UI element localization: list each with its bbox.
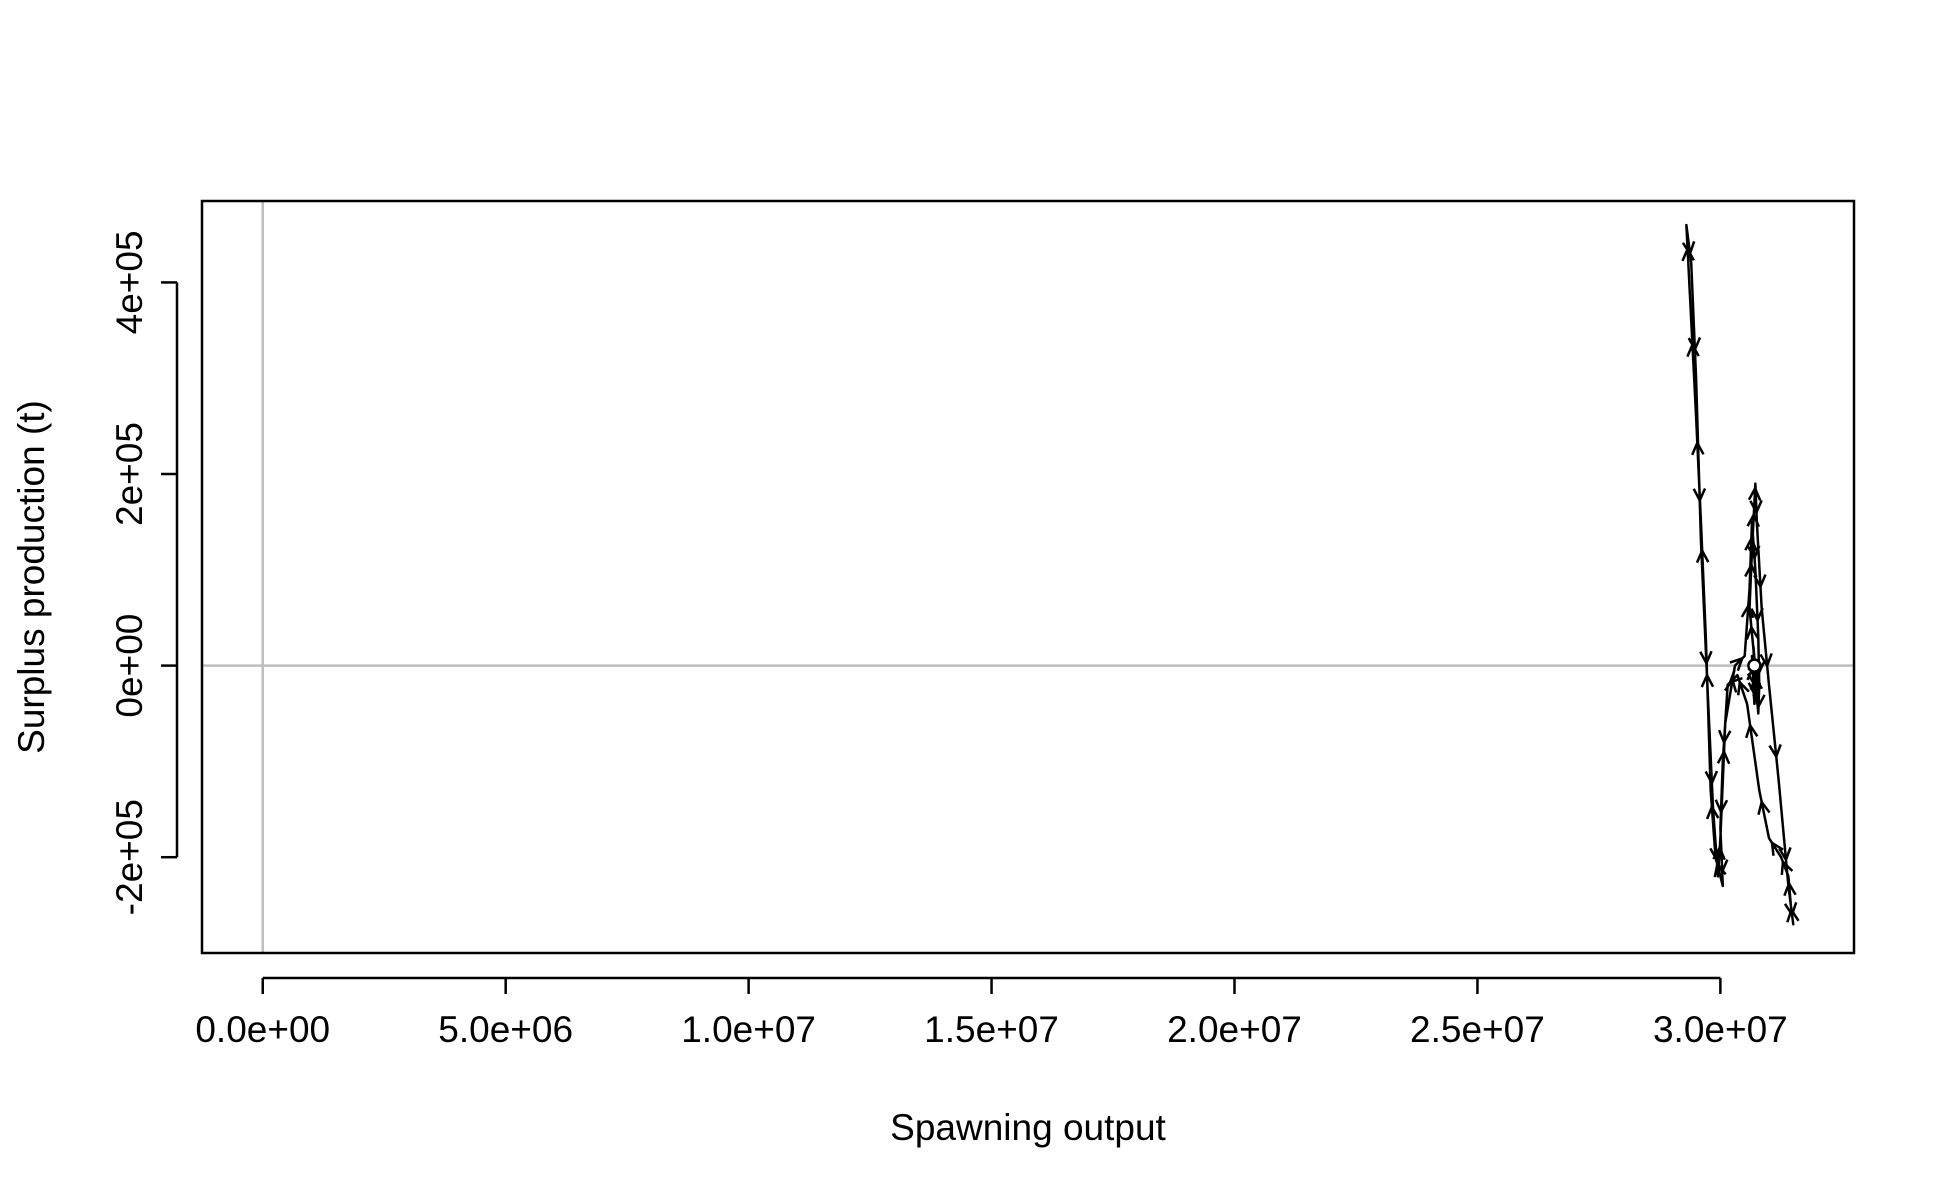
trajectory-arrowhead [1716,748,1731,765]
trajectory-arrowhead [1757,799,1771,816]
trajectory-arrowhead [1746,511,1760,528]
trajectory-arrowhead [1759,652,1773,669]
trajectory-arrowhead [1744,535,1758,552]
trajectory-arrowhead [1704,770,1719,786]
y-tick-label: 0e+00 [109,614,150,718]
trajectory-arrowhead [1717,729,1732,746]
trajectory-arrowhead [1713,861,1727,878]
trajectory-arrowhead [1745,624,1760,640]
trajectory-arrowhead [1752,693,1766,710]
reference-lines [202,201,1854,953]
trajectory-arrowhead [1783,901,1798,918]
trajectory-arrowhead [1744,562,1758,578]
trajectory-arrowhead [1740,602,1755,619]
trajectory-arrowhead [1736,679,1750,696]
trajectory-arrowhead [1786,907,1800,923]
trajectory-arrowhead [1778,846,1792,863]
x-axis: 0.0e+00 5.0e+06 1.0e+07 1.5e+07 2.0e+07 2.5e+… [195,976,1788,1050]
trajectory-arrowhead [1692,487,1707,504]
series-trajectory [1681,223,1800,926]
start-point-marker [1747,658,1762,673]
series-layer [1681,223,1800,926]
x-tick-label: 3.0e+07 [1653,1009,1788,1050]
trajectory-arrowhead [1723,677,1738,693]
trajectory-arrowhead [1729,656,1745,672]
x-tick-label: 2.5e+07 [1410,1009,1545,1050]
trajectory-arrowhead [1746,672,1761,688]
y-axis-title: Surplus production (t) [11,400,52,754]
trajectory-arrowhead [1753,574,1767,590]
y-tick-label: 2e+05 [109,422,150,526]
trajectory-arrowhead [1709,847,1723,863]
y-axis: -2e+05 0e+00 2e+05 4e+05 [109,230,179,915]
trajectory-arrowhead [1750,607,1764,623]
trajectory-arrowhead [1714,799,1729,815]
x-tick-label: 5.0e+06 [438,1009,573,1050]
x-tick-label: 0.0e+00 [195,1009,330,1050]
y-tick-label: 4e+05 [109,230,150,334]
trajectory-arrowhead [1687,337,1702,353]
trajectory-arrowhead [1746,545,1761,561]
x-tick-label: 1.5e+07 [924,1009,1059,1050]
plot-frame [200,199,1856,955]
trajectory-arrowhead [1749,674,1764,691]
trajectory-arrowhead [1747,485,1762,501]
trajectory-arrowhead [1712,844,1726,861]
trajectory-arrowhead [1691,440,1705,456]
trajectory-arrowhead [1780,859,1794,876]
trajectory-arrowhead [1705,804,1720,820]
trajectory-arrowhead [1770,840,1784,856]
trajectory-arrowhead [1700,672,1715,688]
trajectory-arrowhead [1744,722,1759,739]
y-tick-label: -2e+05 [109,799,150,915]
trajectory-arrowhead [1695,547,1710,564]
trajectory-arrowhead [1783,880,1797,897]
trajectory-arrowhead [1768,743,1782,760]
x-axis-title: Spawning output [890,1107,1166,1148]
trajectory-arrowhead [1749,499,1763,516]
trajectory-arrowhead [1681,240,1696,257]
series-line [1685,223,1795,926]
trajectory-arrowhead [1699,650,1713,667]
x-tick-label: 1.0e+07 [681,1009,816,1050]
x-tick-label: 2.0e+07 [1167,1009,1302,1050]
